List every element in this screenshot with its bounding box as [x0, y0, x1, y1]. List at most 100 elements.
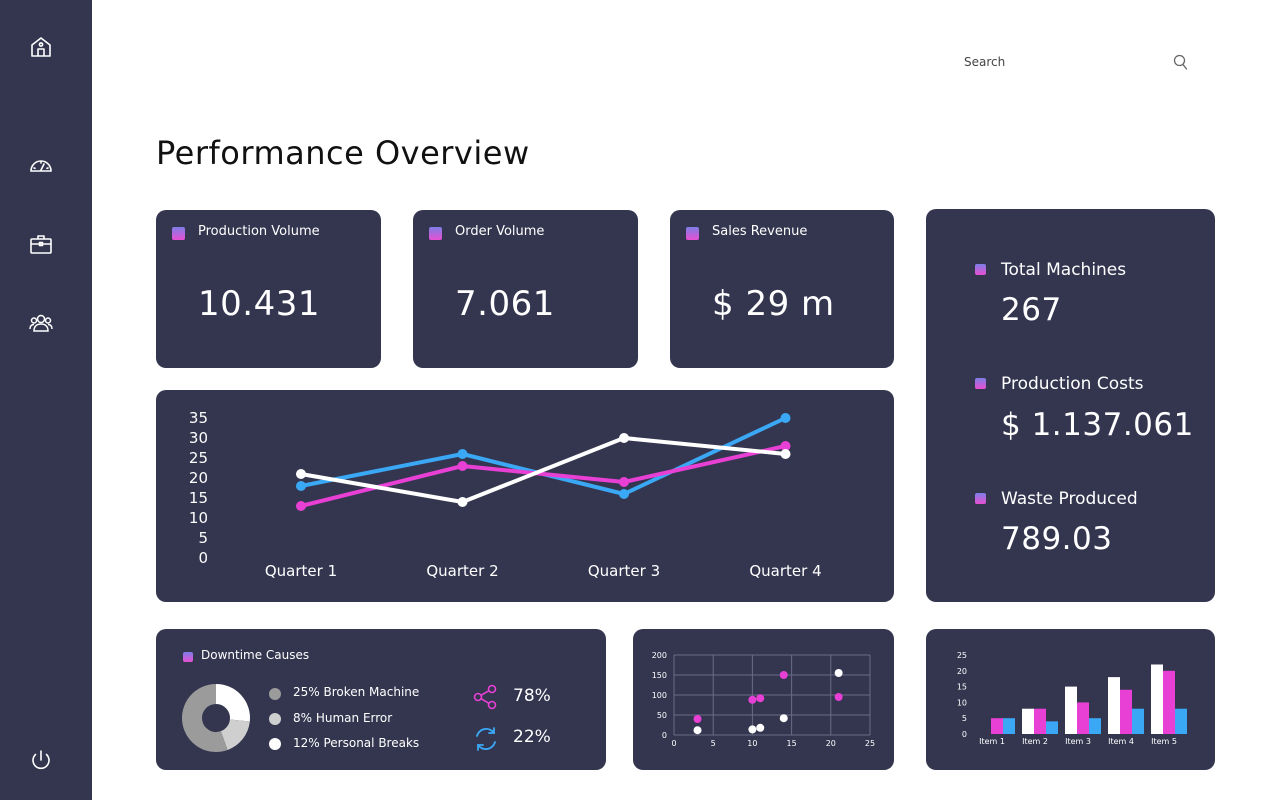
y-tick-label: 50	[657, 711, 667, 720]
bar	[1046, 721, 1058, 734]
y-tick-label: 150	[652, 671, 667, 680]
x-tick-label: 5	[711, 739, 716, 748]
y-tick-label: 25	[189, 449, 208, 467]
line-chart-card: 0 5 10 15 20 25 30 35 Quarter 1 Quarter 2 Quarter …	[156, 390, 894, 602]
data-point	[619, 433, 629, 443]
data-point	[457, 461, 468, 471]
scatter-point	[834, 669, 843, 677]
series-line-blue	[300, 416, 787, 496]
y-tick-label: 5	[198, 529, 208, 547]
data-point	[619, 477, 629, 487]
legend-swatch-icon	[686, 227, 699, 240]
stat-label: Total Machines	[1001, 260, 1127, 280]
stat-label: Waste Produced	[1001, 489, 1138, 509]
search-bar	[956, 48, 1196, 76]
share-icon	[472, 684, 498, 710]
line-chart: 0 5 10 15 20 25 30 35 Quarter 1 Quarter 2 Quarter …	[189, 409, 822, 580]
scatter-point	[693, 715, 702, 723]
y-tick-label: 0	[198, 549, 208, 567]
briefcase-icon[interactable]	[29, 232, 53, 256]
scatter-chart: 0 5 10 15 20 25 0 50 100 150 200	[652, 651, 875, 748]
sidebar	[0, 0, 92, 800]
legend-swatch-icon	[172, 227, 185, 240]
legend-swatch-icon	[429, 227, 442, 240]
kpi-card-sales-revenue[interactable]: Sales Revenue $ 29 m	[670, 210, 894, 368]
data-point	[296, 481, 306, 491]
kpi-value: 7.061	[455, 284, 555, 324]
data-point	[780, 441, 791, 451]
x-tick-label: Item 5	[1151, 737, 1177, 746]
scatter-point	[834, 693, 843, 701]
donut-slice	[220, 718, 250, 750]
x-tick-label: Quarter 3	[588, 562, 660, 580]
scatter-point	[693, 726, 702, 735]
legend-dot	[269, 713, 281, 725]
x-tick-label: Quarter 4	[749, 562, 821, 580]
bar	[1108, 677, 1120, 734]
stat-value: 789.03	[1001, 521, 1113, 557]
y-tick-label: 100	[652, 691, 667, 700]
kpi-card-order-volume[interactable]: Order Volume 7.061	[413, 210, 638, 368]
x-tick-label: 25	[865, 739, 875, 748]
stats-card: Total Machines 267 Production Costs $ 1.…	[926, 209, 1215, 602]
y-tick-label: 10	[957, 698, 967, 707]
x-tick-label: Item 4	[1108, 737, 1134, 746]
scatter-point	[748, 725, 757, 734]
legend-label: 25% Broken Machine	[293, 685, 420, 699]
data-point	[457, 449, 468, 459]
bar	[1132, 708, 1144, 734]
x-tick-label: Item 2	[1022, 737, 1048, 746]
stat-value: 267	[1001, 292, 1062, 328]
bar-chart-card: 0 5 10 15 20 25 Item 1 Item 2 Item 3 Item 4 Item 5	[926, 629, 1215, 770]
y-tick-label: 200	[652, 651, 667, 660]
series-line-white	[300, 436, 786, 504]
legend-swatch-icon	[975, 493, 986, 504]
kpi-card-production-volume[interactable]: Production Volume 10.431	[156, 210, 381, 368]
search-input[interactable]	[956, 48, 1166, 76]
legend-label: 12% Personal Breaks	[293, 736, 420, 750]
y-tick-label: 0	[962, 730, 967, 739]
downtime-card: Downtime Causes 25% Broken Machine 8% Hu…	[156, 629, 606, 770]
y-tick-label: 25	[957, 651, 967, 660]
y-tick-label: 5	[962, 714, 967, 723]
bar	[1034, 708, 1046, 734]
donut-slice	[182, 684, 228, 752]
scatter-point	[779, 714, 788, 723]
bar	[1022, 708, 1034, 734]
scatter-chart-card: 0 5 10 15 20 25 0 50 100 150 200	[633, 629, 894, 770]
legend-swatch-icon	[975, 264, 986, 275]
bar	[1089, 718, 1101, 734]
bar	[991, 718, 1003, 734]
data-point	[780, 413, 791, 423]
data-point	[296, 469, 306, 479]
y-tick-label: 15	[957, 683, 967, 692]
y-tick-label: 20	[957, 667, 967, 676]
scatter-point	[756, 694, 765, 703]
downtime-title: Downtime Causes	[201, 648, 310, 662]
speedometer-icon[interactable]	[29, 153, 53, 177]
users-icon[interactable]	[29, 311, 53, 335]
data-point	[457, 497, 468, 507]
share-percentage: 78%	[513, 686, 551, 706]
y-tick-label: 35	[189, 409, 208, 427]
x-tick-label: 20	[826, 739, 836, 748]
y-tick-label: 15	[189, 489, 208, 507]
scatter-point	[748, 695, 757, 704]
search-icon[interactable]	[1172, 53, 1190, 71]
kpi-value: 10.431	[198, 284, 320, 324]
legend-swatch-icon	[183, 652, 193, 662]
kpi-label: Production Volume	[198, 224, 320, 239]
donut-chart	[182, 684, 250, 752]
page-title: Performance Overview	[156, 134, 530, 172]
kpi-value: $ 29 m	[712, 284, 835, 324]
kpi-label: Order Volume	[455, 224, 545, 239]
power-icon[interactable]	[29, 748, 53, 772]
bar	[1003, 718, 1015, 734]
bar	[1065, 686, 1077, 734]
data-point	[296, 501, 306, 511]
bar-chart: 0 5 10 15 20 25 Item 1 Item 2 Item 3 Item 4 Item 5	[957, 651, 1187, 746]
scatter-point	[779, 671, 788, 679]
kpi-label: Sales Revenue	[712, 224, 808, 239]
data-point	[780, 449, 791, 459]
home-icon[interactable]	[29, 35, 53, 59]
